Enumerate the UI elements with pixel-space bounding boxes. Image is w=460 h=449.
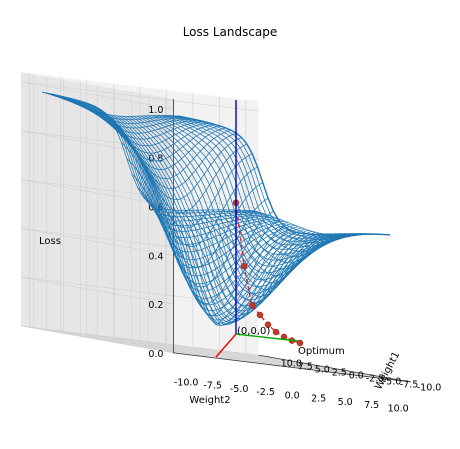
gridlines	[21, 73, 403, 381]
surface-col	[142, 196, 279, 317]
descent-path-point	[248, 301, 256, 309]
descent-path-point	[256, 311, 264, 319]
origin-x-axis	[215, 333, 237, 358]
chart-title: Loss Landscape	[183, 25, 278, 39]
surface-col	[216, 209, 353, 263]
surface-col	[84, 101, 221, 162]
surface-col	[153, 205, 290, 326]
surface-col	[78, 100, 216, 154]
x-tick-label: 7.5	[364, 400, 379, 411]
surface-col	[158, 207, 295, 325]
y-tick-label: 10.0	[281, 359, 302, 370]
surface-col	[41, 91, 179, 117]
descent-path-point	[264, 321, 272, 328]
y-tick-label: 0.0	[349, 371, 364, 382]
surface-col	[94, 105, 232, 180]
surface-col	[57, 94, 194, 129]
surface-col	[168, 209, 306, 319]
y-tick-label: -7.5	[400, 380, 419, 391]
gridline-z	[21, 130, 259, 161]
z-tick-label: 1.0	[148, 105, 163, 116]
z-axis-label: Loss	[39, 236, 61, 247]
origin-label: (0,0,0)	[237, 326, 270, 337]
surface-col	[211, 209, 348, 270]
x-tick-label: 2.5	[311, 394, 326, 405]
y-tick-label: -5.0	[383, 377, 402, 388]
optimum-label: Optimum	[298, 346, 345, 357]
x-tick-label: 10.0	[388, 403, 409, 414]
y-tick-label: -10.0	[417, 383, 442, 394]
z-tick-label: 0.8	[148, 154, 163, 165]
tick-labels: -10.0 -7.5 -5.0 -2.5 0.0 2.5 5.0 7.5 10.010.07.5…	[148, 105, 441, 415]
surface-col	[89, 103, 226, 170]
z-tick-label: 0.4	[148, 251, 163, 262]
y-tick-label: -2.5	[366, 374, 385, 385]
x-tick-label: 0.0	[285, 390, 300, 401]
x-tick-label: -7.5	[203, 381, 222, 392]
surface-col	[63, 96, 200, 134]
descent-path	[232, 199, 304, 347]
reference-axes	[215, 100, 299, 358]
x-axis-label: Weight2	[189, 395, 230, 406]
surface-col	[73, 98, 210, 147]
y-axis-line	[258, 354, 411, 383]
gridline-z	[21, 325, 259, 356]
surface-col	[68, 97, 205, 140]
descent-path-point	[240, 262, 248, 270]
y-tick-label: 7.5	[298, 362, 313, 373]
x-tick-label: -5.0	[230, 384, 249, 395]
surface-col	[110, 119, 248, 213]
x-tick-label: -10.0	[174, 377, 199, 388]
surface-col	[163, 208, 301, 323]
x-tick-label: 5.0	[338, 397, 353, 408]
y-tick-label: 5.0	[315, 365, 330, 376]
x-axis-line	[173, 352, 411, 383]
origin-y-axis	[235, 333, 299, 342]
surface-col	[52, 93, 189, 124]
surface-col	[174, 209, 311, 315]
surface-edge	[177, 115, 391, 236]
surface-col	[47, 92, 184, 120]
descent-path-point	[272, 328, 280, 336]
gridline-z	[21, 276, 259, 307]
z-tick-label: 0.0	[148, 349, 163, 360]
surface-col	[147, 201, 285, 326]
surface-col	[137, 186, 274, 305]
surface-col	[200, 209, 338, 284]
surface-col	[195, 209, 332, 290]
gridline-z	[21, 81, 259, 112]
z-tick-label: 0.2	[148, 300, 163, 311]
surface-col	[121, 142, 258, 247]
descent-path-point	[296, 339, 304, 347]
y-tick-label: 2.5	[332, 368, 347, 379]
x-tick-label: -2.5	[256, 387, 275, 398]
surface-col	[179, 209, 316, 309]
loss-surface	[41, 91, 391, 326]
surface-col	[126, 158, 263, 268]
